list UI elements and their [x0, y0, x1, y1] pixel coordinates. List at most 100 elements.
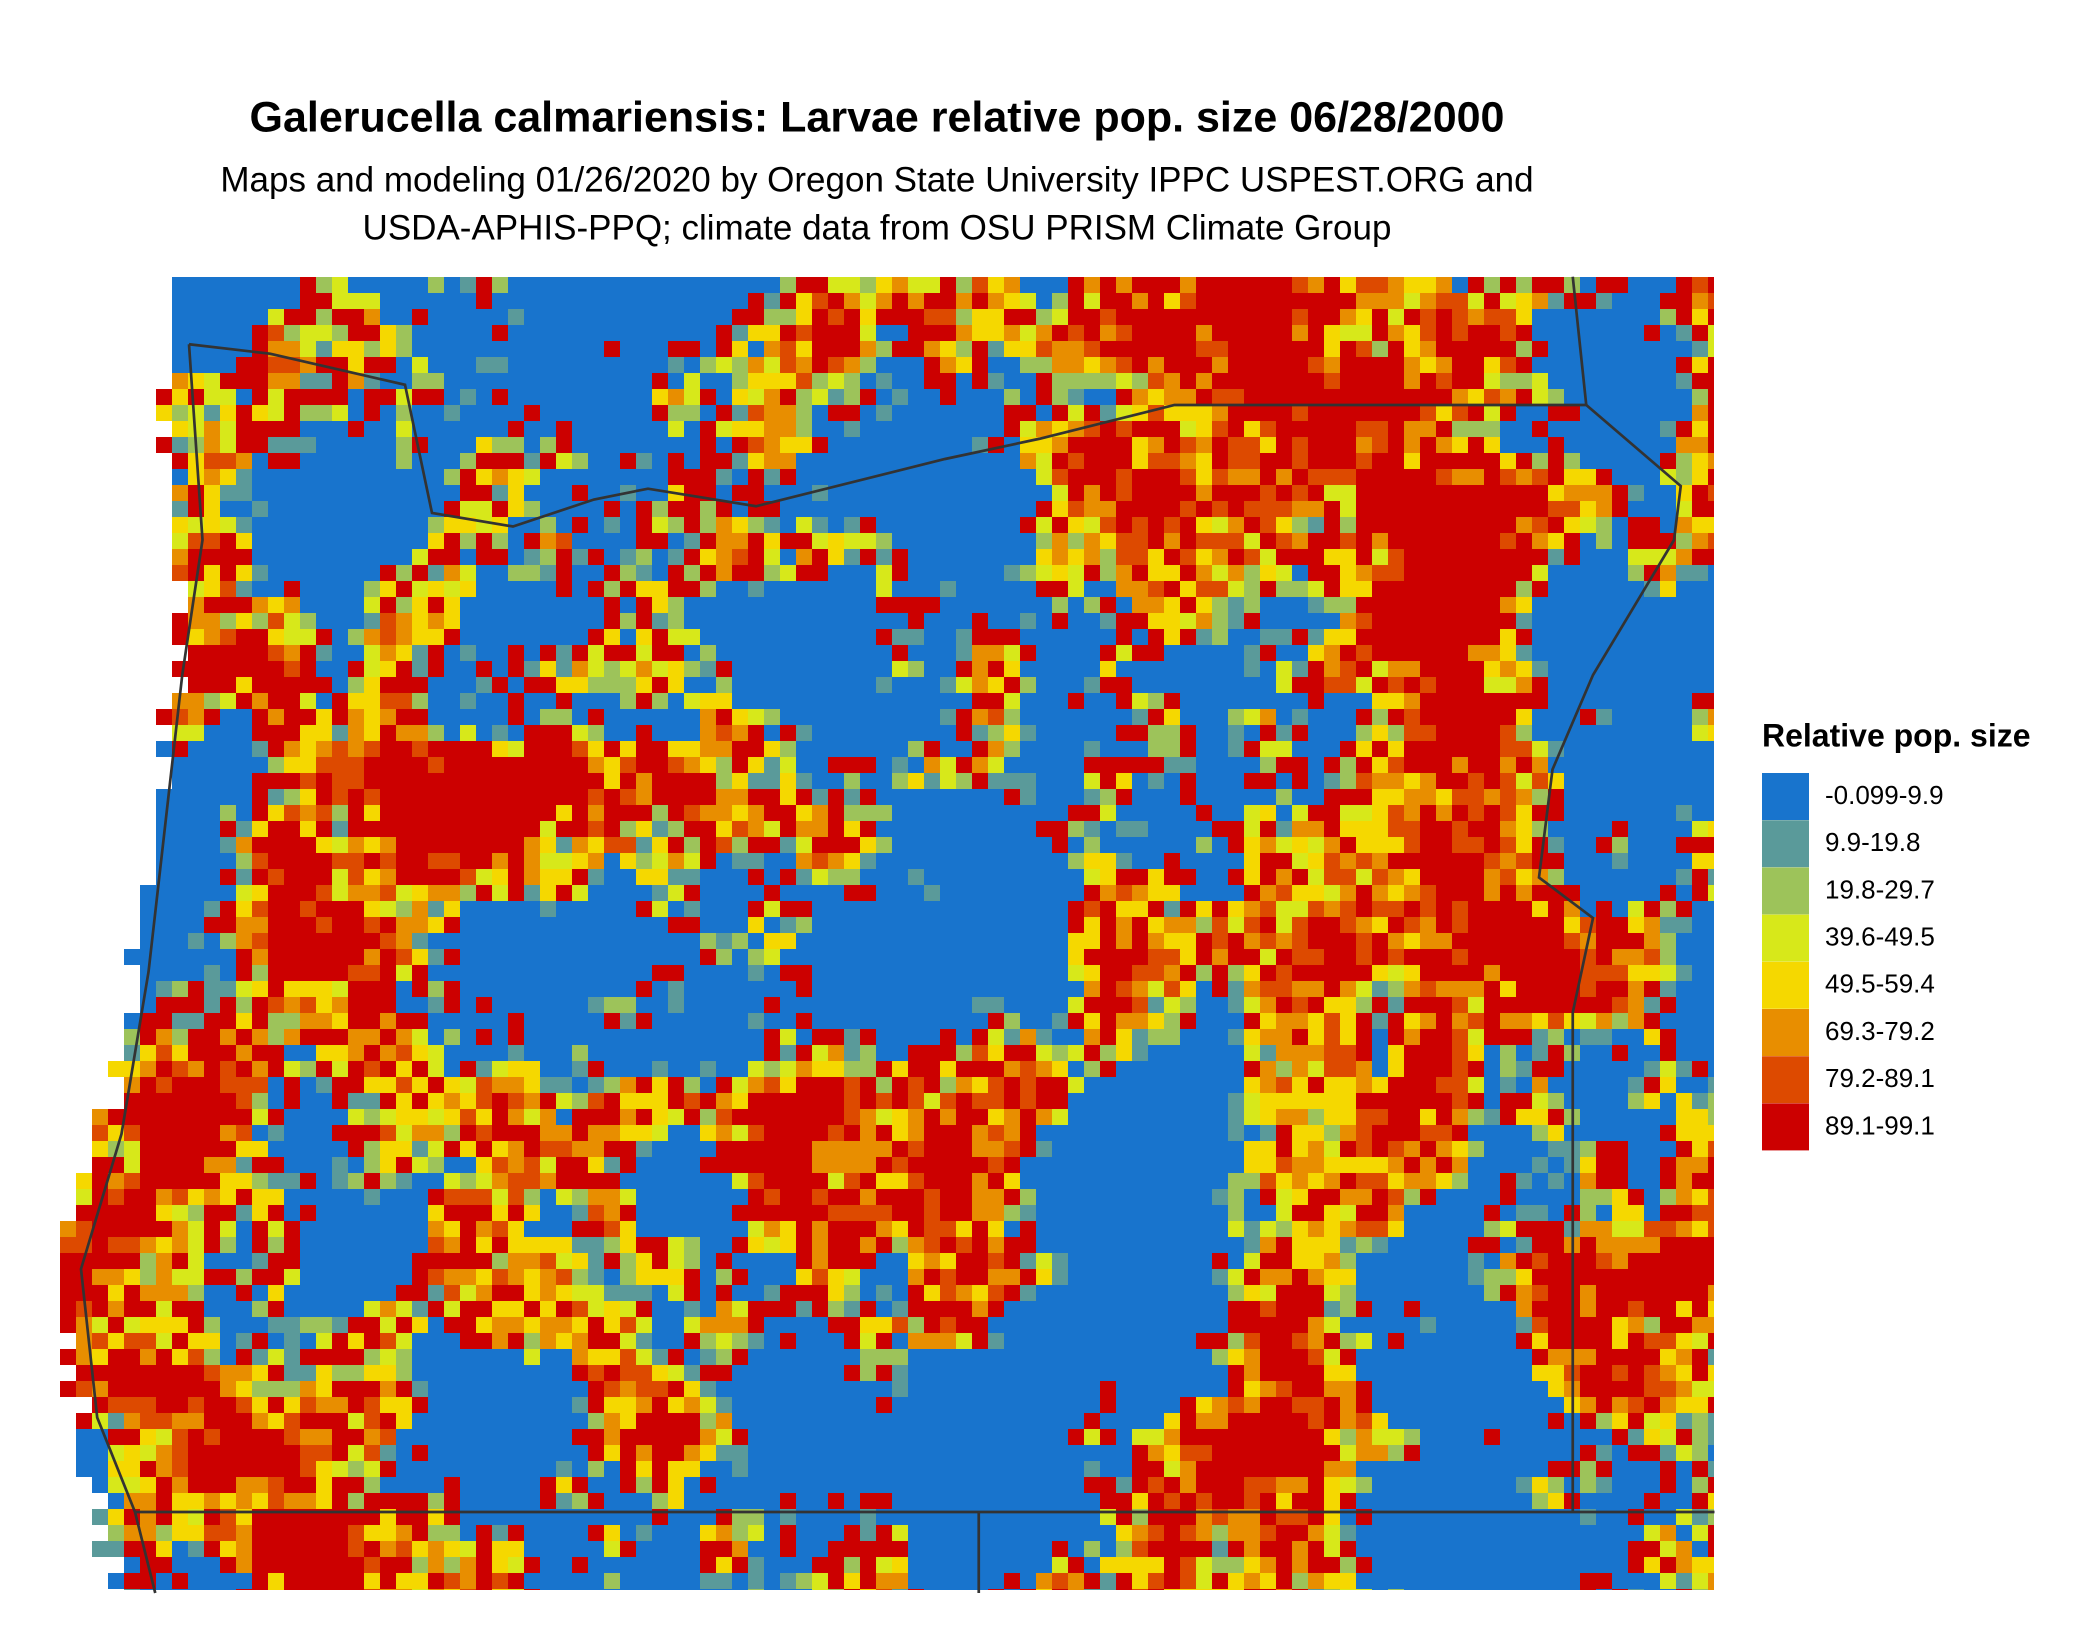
map-cell: [1708, 677, 1714, 693]
map-cell: [1020, 885, 1036, 901]
map-cell: [1228, 837, 1244, 853]
map-cell: [284, 405, 300, 421]
map-cell: [1324, 389, 1340, 405]
map-cell: [1628, 997, 1644, 1013]
map-cell: [380, 501, 396, 517]
map-cell: [748, 405, 764, 421]
map-cell: [1452, 453, 1468, 469]
map-cell: [1052, 629, 1068, 645]
map-cell: [348, 469, 364, 485]
map-cell: [924, 1029, 940, 1045]
map-cell: [1580, 773, 1596, 789]
map-cell: [636, 757, 652, 773]
map-cell: [1292, 1061, 1308, 1077]
map-cell: [524, 373, 540, 389]
map-cell: [1468, 885, 1484, 901]
map-cell: [1532, 581, 1548, 597]
map-cell: [1676, 661, 1692, 677]
map-cell: [1036, 725, 1052, 741]
map-cell: [1004, 277, 1020, 293]
map-cell: [1260, 805, 1276, 821]
map-cell: [1196, 293, 1212, 309]
map-cell: [252, 917, 268, 933]
map-cell: [1084, 549, 1100, 565]
map-cell: [316, 1013, 332, 1029]
map-cell: [684, 565, 700, 581]
map-cell: [940, 693, 956, 709]
map-cell: [300, 885, 316, 901]
map-cell: [1276, 645, 1292, 661]
map-cell: [1228, 821, 1244, 837]
map-cell: [556, 405, 572, 421]
map-cell: [428, 757, 444, 773]
map-cell: [476, 949, 492, 965]
map-cell: [1260, 949, 1276, 965]
map-cell: [332, 709, 348, 725]
map-cell: [1708, 597, 1714, 613]
map-cell: [1164, 1045, 1180, 1061]
map-cell: [652, 581, 668, 597]
map-cell: [1340, 1029, 1356, 1045]
map-cell: [236, 773, 252, 789]
map-cell: [588, 725, 604, 741]
map-cell: [828, 917, 844, 933]
map-cell: [1260, 997, 1276, 1013]
map-cell: [188, 725, 204, 741]
map-cell: [604, 453, 620, 469]
map-cell: [220, 469, 236, 485]
map-cell: [268, 293, 284, 309]
map-cell: [572, 613, 588, 629]
map-cell: [764, 869, 780, 885]
map-cell: [1660, 901, 1676, 917]
map-cell: [1004, 709, 1020, 725]
map-cell: [348, 885, 364, 901]
map-cell: [1468, 741, 1484, 757]
map-cell: [204, 885, 220, 901]
map-cell: [476, 453, 492, 469]
map-cell: [364, 421, 380, 437]
map-cell: [524, 901, 540, 917]
map-cell: [1276, 453, 1292, 469]
map-cell: [1708, 581, 1714, 597]
map-cell: [1084, 773, 1100, 789]
map-cell: [220, 293, 236, 309]
map-cell: [1100, 741, 1116, 757]
map-cell: [1628, 373, 1644, 389]
map-cell: [924, 917, 940, 933]
map-cell: [1324, 277, 1340, 293]
map-cell: [1196, 757, 1212, 773]
map-cell: [1004, 677, 1020, 693]
map-cell: [1676, 629, 1692, 645]
map-cell: [764, 1077, 780, 1093]
map-cell: [940, 373, 956, 389]
map-cell: [252, 517, 268, 533]
map-cell: [1196, 853, 1212, 869]
map-cell: [348, 757, 364, 773]
map-cell: [1212, 869, 1228, 885]
map-cell: [1340, 613, 1356, 629]
map-cell: [1420, 469, 1436, 485]
map-cell: [780, 837, 796, 853]
map-cell: [732, 277, 748, 293]
map-cell: [588, 805, 604, 821]
map-cell: [1036, 277, 1052, 293]
map-cell: [636, 485, 652, 501]
map-cell: [252, 277, 268, 293]
map-cell: [444, 933, 460, 949]
map-cell: [860, 325, 876, 341]
map-cell: [1516, 805, 1532, 821]
map-cell: [1116, 709, 1132, 725]
map-cell: [1692, 757, 1708, 773]
map-cell: [300, 997, 316, 1013]
map-cell: [892, 901, 908, 917]
map-cell: [1468, 773, 1484, 789]
map-cell: [940, 965, 956, 981]
map-cell: [1516, 677, 1532, 693]
map-cell: [972, 613, 988, 629]
map-cell: [1084, 565, 1100, 581]
map-cell: [620, 613, 636, 629]
map-cell: [1068, 693, 1084, 709]
map-cell: [1628, 709, 1644, 725]
map-cell: [1260, 533, 1276, 549]
map-cell: [1116, 693, 1132, 709]
